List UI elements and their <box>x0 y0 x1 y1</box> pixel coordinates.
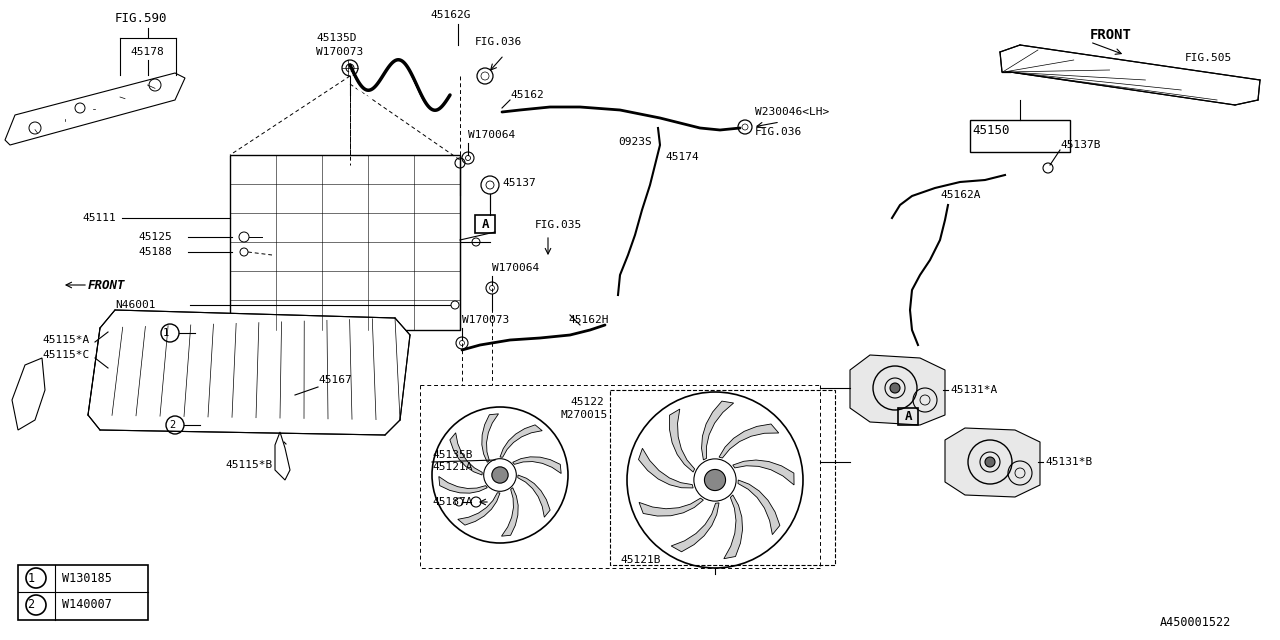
Polygon shape <box>439 477 488 493</box>
Text: 45111: 45111 <box>82 213 115 223</box>
Text: 45115*C: 45115*C <box>42 350 90 360</box>
Bar <box>18 565 148 620</box>
Polygon shape <box>669 409 695 472</box>
Text: FIG.036: FIG.036 <box>475 37 522 47</box>
Text: FIG.036: FIG.036 <box>755 127 803 137</box>
Text: W140007: W140007 <box>61 598 111 611</box>
Text: 45178: 45178 <box>131 47 164 57</box>
Text: W230046<LH>: W230046<LH> <box>755 107 829 117</box>
Polygon shape <box>517 475 550 517</box>
Text: 45162: 45162 <box>509 90 544 100</box>
Text: 45122: 45122 <box>570 397 604 407</box>
Text: 45125: 45125 <box>138 232 172 242</box>
Polygon shape <box>701 401 733 460</box>
Text: 45137: 45137 <box>502 178 536 188</box>
Text: 45188: 45188 <box>138 247 172 257</box>
Polygon shape <box>945 428 1039 497</box>
Polygon shape <box>639 448 694 488</box>
Text: 45162G: 45162G <box>430 10 471 20</box>
Polygon shape <box>513 457 561 474</box>
Text: 45174: 45174 <box>666 152 699 162</box>
Bar <box>899 408 918 425</box>
Text: FRONT: FRONT <box>88 278 125 291</box>
Text: 2: 2 <box>27 598 35 611</box>
Circle shape <box>986 457 995 467</box>
Polygon shape <box>12 358 45 430</box>
Text: 1: 1 <box>163 328 169 338</box>
Bar <box>970 120 1070 152</box>
Circle shape <box>492 467 508 483</box>
Polygon shape <box>275 432 291 480</box>
Polygon shape <box>732 460 794 485</box>
Text: 45121B: 45121B <box>620 555 660 565</box>
Text: N46001: N46001 <box>115 300 155 310</box>
Text: 45131*B: 45131*B <box>1044 457 1092 467</box>
Polygon shape <box>458 493 500 525</box>
Text: 45167: 45167 <box>317 375 352 385</box>
Text: 45137B: 45137B <box>1060 140 1101 150</box>
Text: FIG.590: FIG.590 <box>115 12 168 24</box>
Text: 45115*A: 45115*A <box>42 335 90 345</box>
Polygon shape <box>850 355 945 425</box>
Bar <box>230 155 460 330</box>
Text: W170064: W170064 <box>468 130 516 140</box>
Polygon shape <box>449 433 483 475</box>
Text: M270015: M270015 <box>561 410 607 420</box>
Text: 45162A: 45162A <box>940 190 980 200</box>
Polygon shape <box>88 310 410 435</box>
Text: 45135B: 45135B <box>433 450 472 460</box>
Text: A: A <box>483 218 489 230</box>
Polygon shape <box>739 480 780 534</box>
Text: A450001522: A450001522 <box>1160 616 1231 628</box>
Polygon shape <box>719 424 778 458</box>
Text: FRONT: FRONT <box>1091 28 1132 42</box>
Polygon shape <box>671 503 719 552</box>
Text: FIG.505: FIG.505 <box>1185 53 1233 63</box>
Text: 2: 2 <box>169 420 175 430</box>
Text: W170064: W170064 <box>492 263 539 273</box>
Text: 45187A: 45187A <box>433 497 472 507</box>
Polygon shape <box>5 73 186 145</box>
Circle shape <box>704 470 726 491</box>
Text: 45115*B: 45115*B <box>225 460 273 470</box>
Polygon shape <box>723 495 742 559</box>
Text: 45150: 45150 <box>972 124 1010 136</box>
Polygon shape <box>1000 45 1260 105</box>
Text: 45135D: 45135D <box>316 33 357 43</box>
Text: 1: 1 <box>27 572 35 584</box>
Polygon shape <box>502 488 518 536</box>
Text: 0923S: 0923S <box>618 137 652 147</box>
Polygon shape <box>481 414 498 462</box>
Bar <box>611 390 835 565</box>
Circle shape <box>890 383 900 393</box>
Text: W170073: W170073 <box>462 315 509 325</box>
Text: A: A <box>905 410 913 422</box>
Text: FIG.035: FIG.035 <box>535 220 582 230</box>
Text: 45121A: 45121A <box>433 462 472 472</box>
Polygon shape <box>500 425 543 457</box>
Text: 45162H: 45162H <box>568 315 608 325</box>
Text: W170073: W170073 <box>316 47 364 57</box>
Text: W130185: W130185 <box>61 572 111 584</box>
Text: 45131*A: 45131*A <box>950 385 997 395</box>
Polygon shape <box>639 498 704 516</box>
Bar <box>475 215 495 233</box>
